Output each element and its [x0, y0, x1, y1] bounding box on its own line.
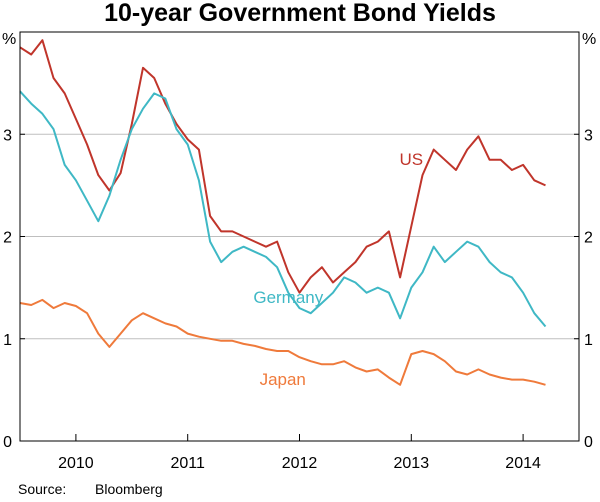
x-ticks: 2010 2011 2012 2013 2014	[58, 434, 541, 472]
chart-title: 10-year Government Bond Yields	[104, 0, 496, 27]
series-labels: US Germany Japan	[253, 150, 423, 389]
y-unit-left: %	[2, 31, 16, 48]
y-unit-right: %	[582, 31, 596, 48]
x-tick-label: 2012	[282, 455, 318, 472]
y-ticks: 0 0 1 1 2 2 3 3	[3, 127, 593, 451]
y-tick-right: 2	[584, 230, 593, 247]
series-lines	[19, 39, 547, 386]
y-tick-left: 3	[3, 127, 12, 144]
y-tick-left: 2	[3, 230, 12, 247]
series-label-germany: Germany	[253, 288, 323, 307]
series-line-us	[19, 39, 546, 294]
series-line-germany	[19, 90, 547, 328]
gridlines	[20, 133, 579, 340]
series-label-us: US	[399, 150, 423, 169]
x-tick-label: 2010	[58, 455, 94, 472]
y-tick-left: 1	[3, 332, 12, 349]
x-tick-label: 2014	[505, 455, 541, 472]
y-tick-right: 3	[584, 127, 593, 144]
x-tick-label: 2011	[170, 455, 205, 472]
y-tick-right: 0	[584, 434, 593, 451]
series-label-japan: Japan	[260, 370, 306, 389]
y-tick-right: 1	[584, 332, 593, 349]
source-label: Source:	[18, 481, 66, 497]
y-tick-left: 0	[3, 434, 12, 451]
series-line-japan	[19, 298, 546, 386]
x-tick-label: 2013	[394, 455, 430, 472]
source-value: Bloomberg	[95, 481, 163, 497]
